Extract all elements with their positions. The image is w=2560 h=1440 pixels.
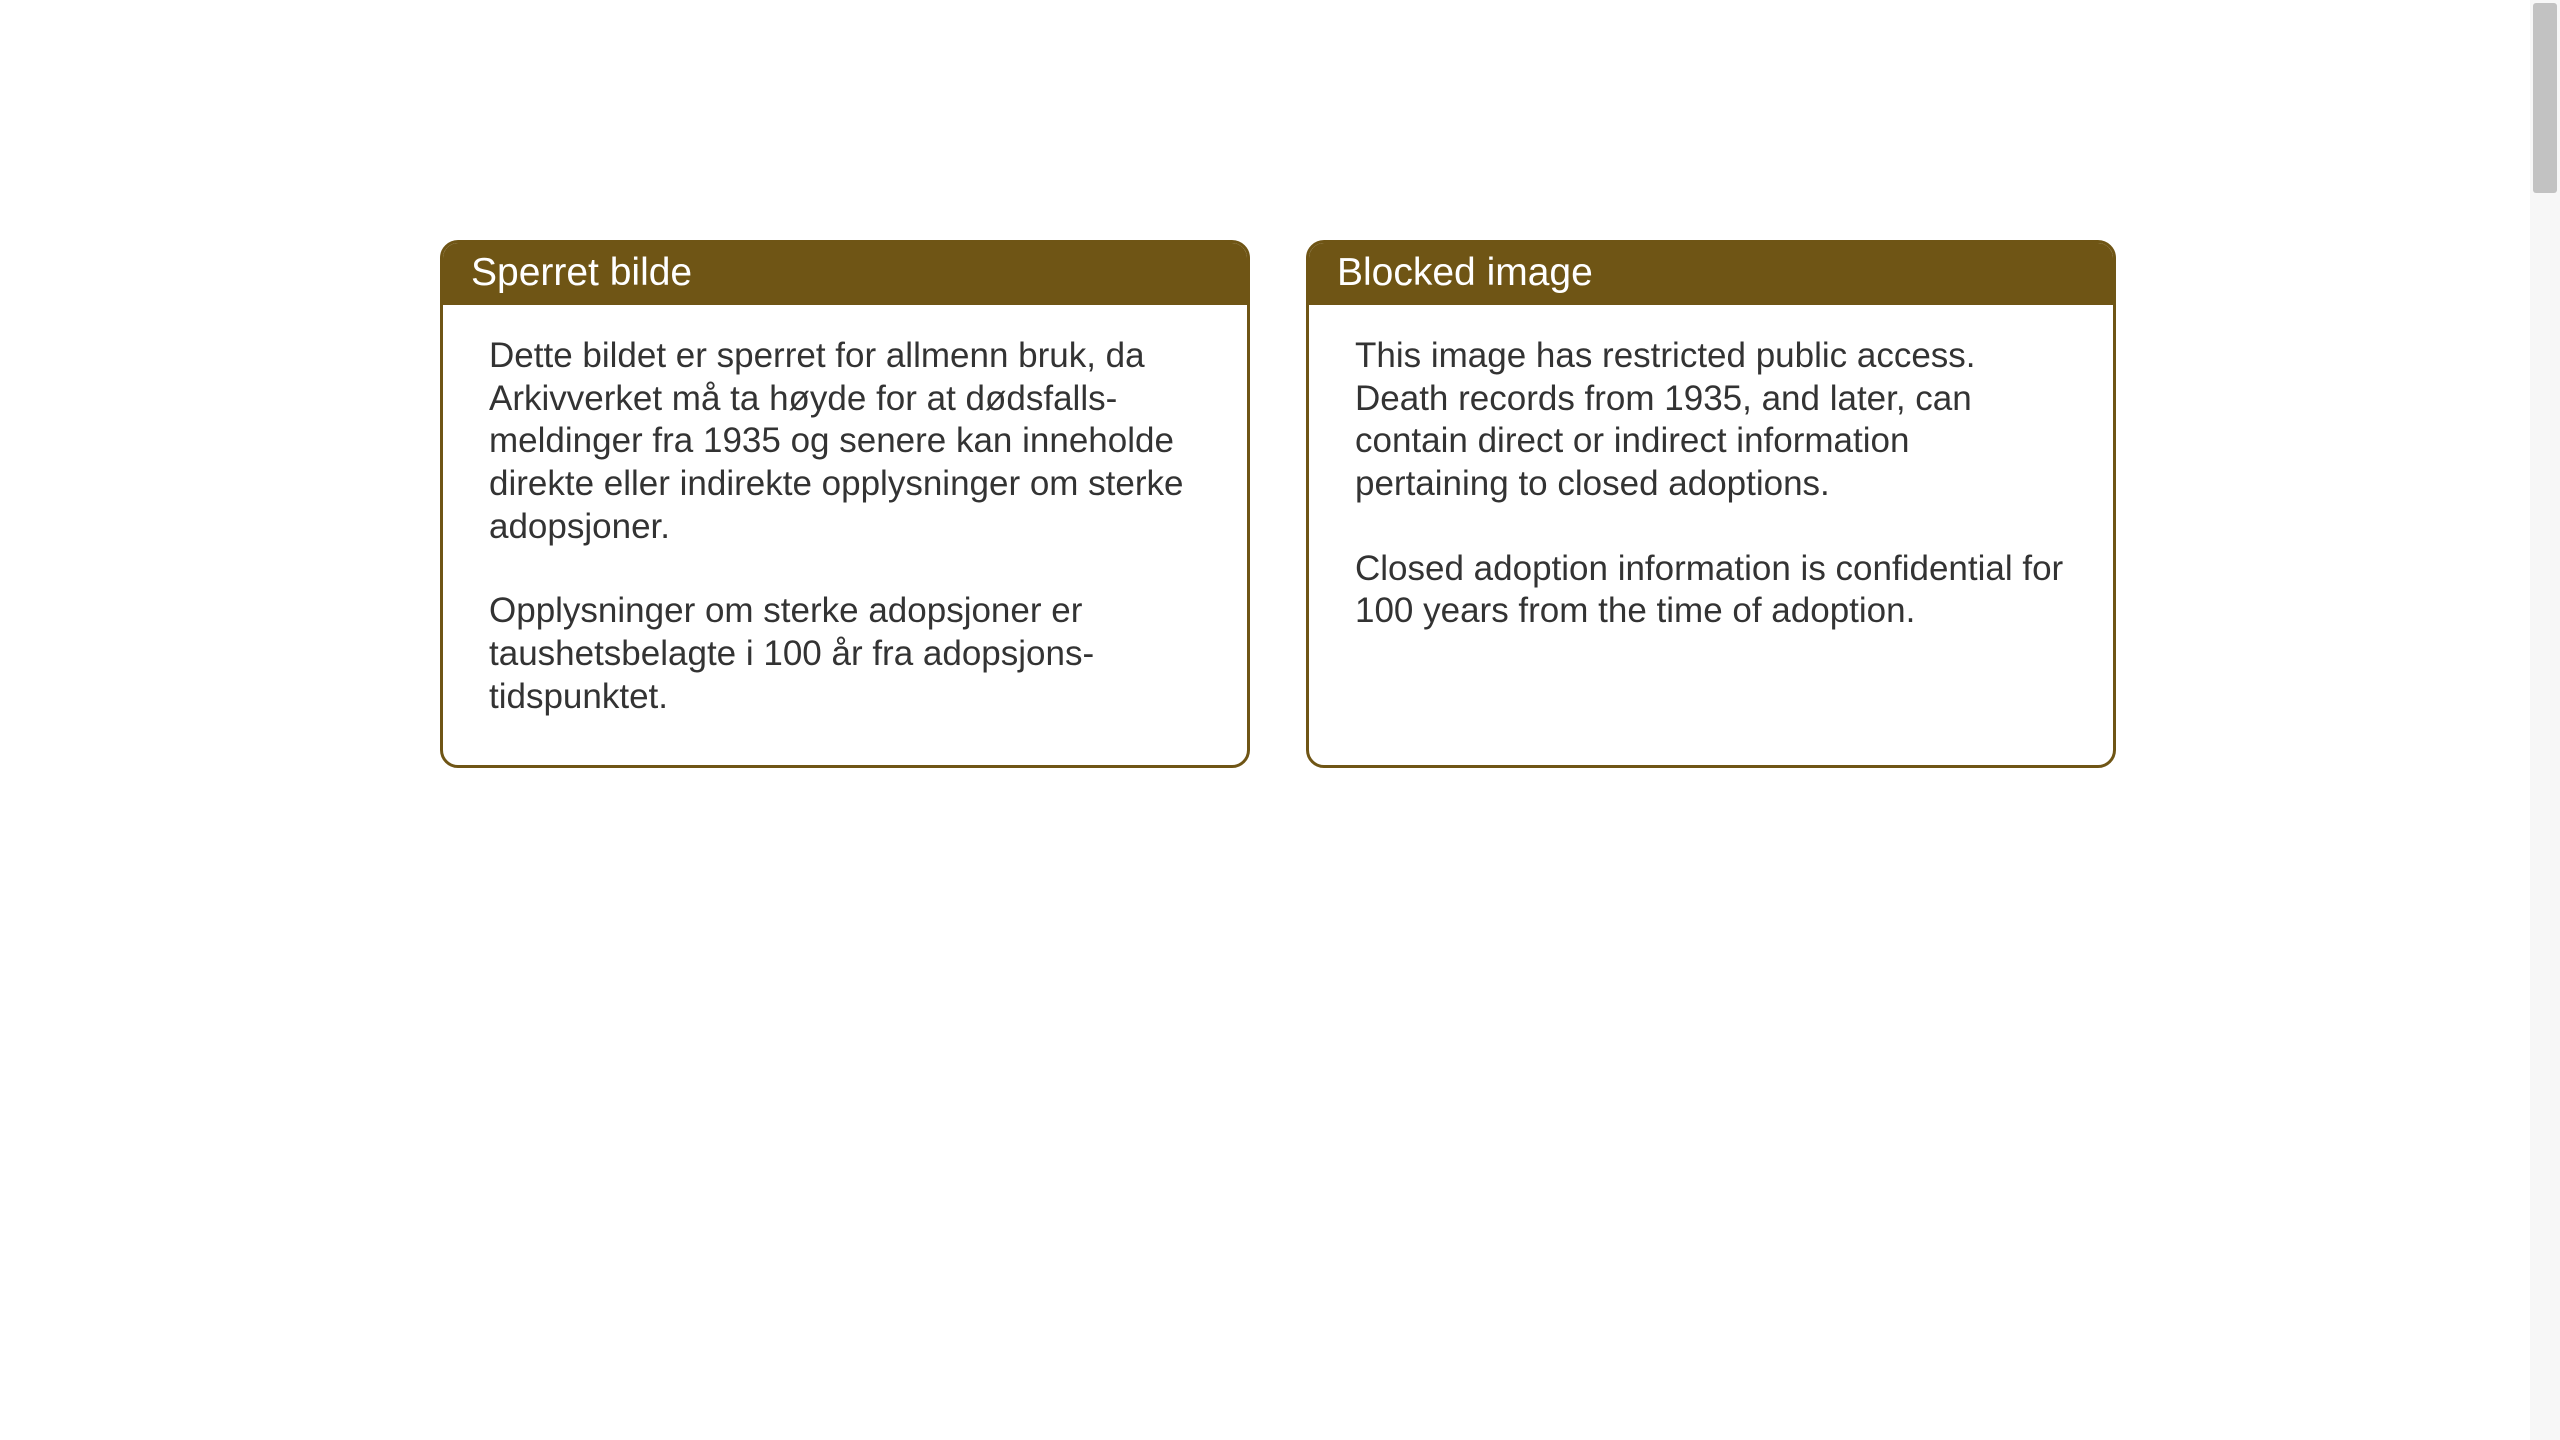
paragraph-norwegian-1: Dette bildet er sperret for allmenn bruk…	[489, 335, 1201, 548]
scrollbar-track[interactable]	[2530, 0, 2560, 1440]
card-body-norwegian: Dette bildet er sperret for allmenn bruk…	[443, 305, 1247, 765]
paragraph-norwegian-2: Opplysninger om sterke adopsjoner er tau…	[489, 590, 1201, 718]
notice-card-norwegian: Sperret bilde Dette bildet er sperret fo…	[440, 240, 1250, 768]
paragraph-english-2: Closed adoption information is confident…	[1355, 548, 2067, 633]
card-header-norwegian: Sperret bilde	[443, 243, 1247, 305]
card-title-norwegian: Sperret bilde	[471, 251, 692, 294]
card-body-english: This image has restricted public access.…	[1309, 305, 2113, 745]
card-header-english: Blocked image	[1309, 243, 2113, 305]
notice-container: Sperret bilde Dette bildet er sperret fo…	[440, 240, 2116, 768]
scrollbar-thumb[interactable]	[2533, 3, 2557, 193]
card-title-english: Blocked image	[1337, 251, 1593, 294]
notice-card-english: Blocked image This image has restricted …	[1306, 240, 2116, 768]
paragraph-english-1: This image has restricted public access.…	[1355, 335, 2067, 506]
